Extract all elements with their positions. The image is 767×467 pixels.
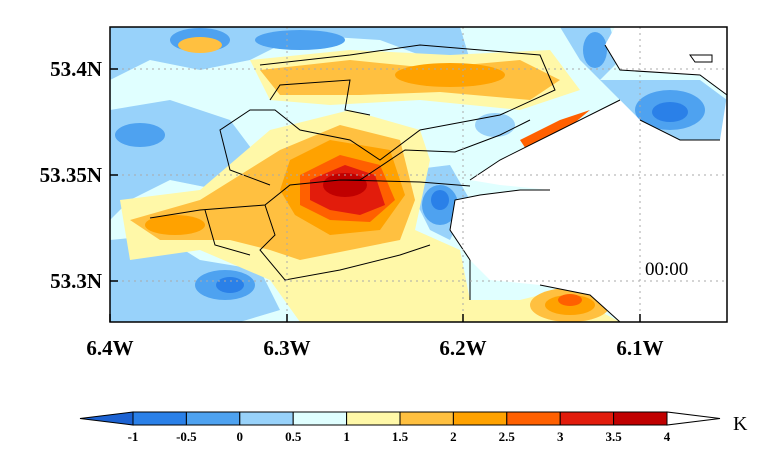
colorbar-label: 3 xyxy=(557,429,564,444)
time-label: 00:00 xyxy=(645,259,688,280)
gridlines xyxy=(110,27,727,322)
colorbar-swatch xyxy=(185,411,241,426)
colorbar-label: -0.5 xyxy=(176,429,197,444)
colorbar-swatch xyxy=(292,411,348,426)
boundary-lines xyxy=(149,44,728,323)
colorbar-under-triangle xyxy=(79,411,134,426)
x-tick-label: 6.4W xyxy=(86,336,133,360)
colorbar-swatch xyxy=(452,411,508,426)
colorbar-swatch xyxy=(613,411,668,426)
contour-field xyxy=(110,27,727,322)
colorbar-label: 1.5 xyxy=(392,429,409,444)
y-tick-label: 53.4N xyxy=(50,57,102,81)
colorbar-label: 2.5 xyxy=(499,429,516,444)
colorbar-swatch xyxy=(132,411,187,426)
colorbar-over-triangle xyxy=(666,411,721,426)
x-tick-label: 6.2W xyxy=(439,336,486,360)
colorbar-label: 4 xyxy=(664,429,671,444)
colorbar-label: -1 xyxy=(128,429,139,444)
x-tick-label: 6.1W xyxy=(616,336,663,360)
y-tick-label: 53.3N xyxy=(50,269,102,293)
colorbar-swatch xyxy=(559,411,615,426)
colorbar-label: 2 xyxy=(450,429,457,444)
colorbar-label: 0.5 xyxy=(285,429,302,444)
colorbar: -1 -0.5 0 0.5 1 1.5 2 2.5 3 3.5 4 xyxy=(79,411,721,444)
colorbar-label: 3.5 xyxy=(605,429,622,444)
y-tick-label: 53.35N xyxy=(40,163,102,187)
colorbar-swatch xyxy=(399,411,454,426)
colorbar-label: 0 xyxy=(237,429,244,444)
x-tick-label: 6.3W xyxy=(263,336,310,360)
colorbar-unit: K xyxy=(733,413,748,435)
colorbar-label: 1 xyxy=(343,429,350,444)
colorbar-swatch xyxy=(239,411,294,426)
colorbar-swatch xyxy=(346,411,401,426)
colorbar-swatch xyxy=(506,411,561,426)
